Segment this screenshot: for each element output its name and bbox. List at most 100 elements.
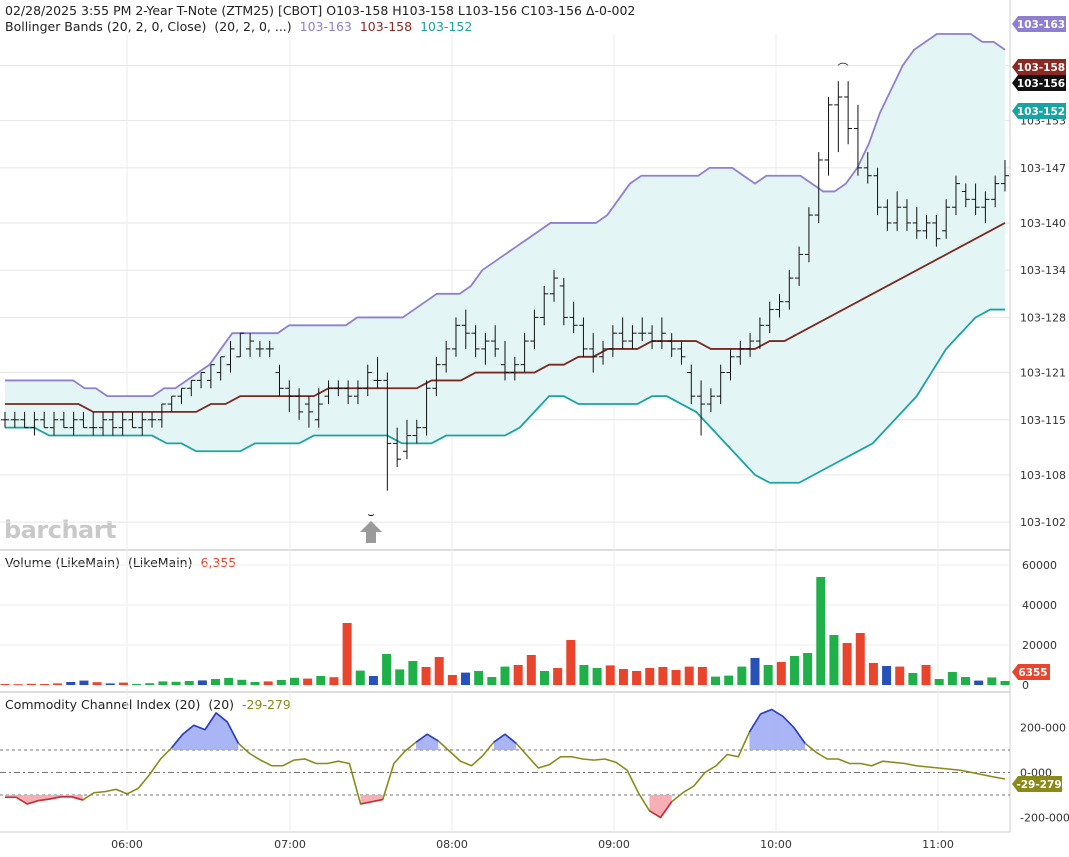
volume-bar bbox=[921, 665, 931, 685]
price-tick-label: 103-108 bbox=[1020, 469, 1066, 482]
volume-bar bbox=[92, 682, 102, 685]
time-tick-label: 09:00 bbox=[598, 838, 630, 851]
volume-bar bbox=[355, 670, 365, 685]
volume-bar bbox=[289, 677, 299, 685]
volume-bar bbox=[53, 683, 63, 685]
ohlc-bar bbox=[736, 341, 745, 365]
volume-bar bbox=[237, 679, 247, 685]
volume-bar bbox=[671, 670, 681, 685]
volume-bar bbox=[632, 671, 642, 685]
time-tick-label: 11:00 bbox=[922, 838, 954, 851]
price-tag-text: 103-163 bbox=[1017, 19, 1065, 31]
event-arrow-icon bbox=[360, 521, 382, 543]
volume-bar bbox=[974, 680, 984, 685]
volume-bar bbox=[79, 680, 89, 685]
volume-bar bbox=[579, 665, 589, 685]
volume-bar bbox=[882, 666, 892, 685]
ohlc-bar bbox=[412, 419, 421, 444]
volume-bar bbox=[105, 683, 115, 685]
ohlc-bar bbox=[608, 325, 617, 357]
ohlc-bar bbox=[648, 325, 657, 349]
price-tick-label: 103-128 bbox=[1020, 311, 1066, 324]
ohlc-bar bbox=[157, 403, 166, 428]
price-tag-text: 103-152 bbox=[1017, 106, 1065, 118]
volume-bar bbox=[750, 658, 760, 685]
ohlc-bar bbox=[550, 270, 559, 302]
ohlc-bar bbox=[10, 411, 19, 428]
volume-bar bbox=[158, 681, 168, 685]
ohlc-bar bbox=[383, 372, 392, 491]
time-tick-label: 07:00 bbox=[274, 838, 306, 851]
ohlc-bar bbox=[569, 301, 578, 334]
price-tag-bg bbox=[1012, 16, 1066, 32]
volume-tag-bg bbox=[1012, 664, 1050, 680]
cci-oversold-segment bbox=[15, 796, 28, 805]
volume-label: Volume (LikeMain) bbox=[5, 555, 120, 570]
ohlc-bar bbox=[481, 333, 490, 365]
volume-bar bbox=[829, 635, 839, 685]
price-tick-label: 103-140 bbox=[1020, 217, 1066, 230]
cci-oversold-fill bbox=[649, 795, 672, 818]
cci-overbought-fill bbox=[493, 734, 517, 750]
ohlc-bar bbox=[148, 411, 157, 428]
volume-bar bbox=[697, 667, 707, 685]
volume-bar bbox=[500, 666, 510, 685]
ohlc-bar bbox=[255, 341, 264, 357]
volume-bar bbox=[263, 681, 273, 685]
volume-bar bbox=[461, 672, 471, 685]
cci-tick-label: 200-000 bbox=[1020, 722, 1066, 735]
ohlc-bar bbox=[167, 395, 176, 412]
cci-label: Commodity Channel Index (20) bbox=[5, 697, 201, 712]
ohlc-bar bbox=[471, 325, 480, 357]
volume-bar bbox=[763, 665, 773, 685]
cci-oversold-segment bbox=[26, 799, 39, 805]
volume-bar bbox=[618, 669, 628, 685]
time-tick-label: 08:00 bbox=[436, 838, 468, 851]
ohlc-bar bbox=[304, 396, 313, 428]
ohlc-bar bbox=[461, 309, 470, 349]
ohlc-bar bbox=[197, 372, 206, 389]
volume-bar bbox=[553, 668, 563, 685]
bollinger-lower-line bbox=[5, 308, 1005, 484]
ohlc-bar bbox=[510, 356, 519, 381]
price-tag-bg bbox=[1012, 75, 1066, 91]
volume-bar bbox=[868, 663, 878, 685]
ohlc-bar bbox=[1001, 159, 1009, 192]
cci-oversold-segment bbox=[71, 796, 83, 801]
price-tick-label: 103-147 bbox=[1020, 162, 1066, 175]
ohlc-bar bbox=[30, 411, 39, 436]
ohlc-bar bbox=[883, 199, 892, 231]
ohlc-bar bbox=[353, 380, 362, 405]
ohlc-bar bbox=[540, 285, 549, 326]
ohlc-bar bbox=[785, 270, 794, 310]
volume-bar bbox=[66, 682, 76, 685]
cci-oversold-segment bbox=[649, 810, 661, 819]
cci-overbought-segment bbox=[226, 721, 240, 744]
ohlc-bar bbox=[589, 333, 598, 373]
volume-bar bbox=[224, 678, 234, 685]
ohlc-bar bbox=[491, 325, 500, 357]
ohlc-bar bbox=[344, 380, 353, 405]
volume-bar bbox=[408, 661, 418, 685]
cci-oversold-segment bbox=[360, 800, 372, 805]
volume-bar bbox=[645, 668, 655, 685]
ohlc-bar bbox=[618, 317, 627, 349]
volume-bar bbox=[724, 675, 734, 685]
ohlc-bar bbox=[236, 332, 245, 358]
ohlc-bar bbox=[1, 411, 9, 428]
ohlc-bar bbox=[893, 191, 902, 231]
price-tag-bg bbox=[1012, 103, 1066, 119]
ohlc-bar bbox=[902, 199, 911, 231]
ohlc-bar bbox=[275, 364, 284, 397]
ohlc-bar bbox=[746, 333, 755, 357]
bollinger-upper-line bbox=[5, 33, 1006, 398]
bollinger-band-fill bbox=[5, 34, 1005, 483]
ohlc-bar bbox=[206, 364, 215, 389]
price-tag-text: 103-156 bbox=[1017, 78, 1065, 90]
volume-bar bbox=[658, 667, 668, 685]
volume-bar bbox=[276, 680, 286, 685]
volume-bar bbox=[539, 671, 549, 685]
volume-bar bbox=[566, 640, 576, 685]
cci-header: Commodity Channel Index (20) (20) -29-27… bbox=[5, 697, 295, 712]
